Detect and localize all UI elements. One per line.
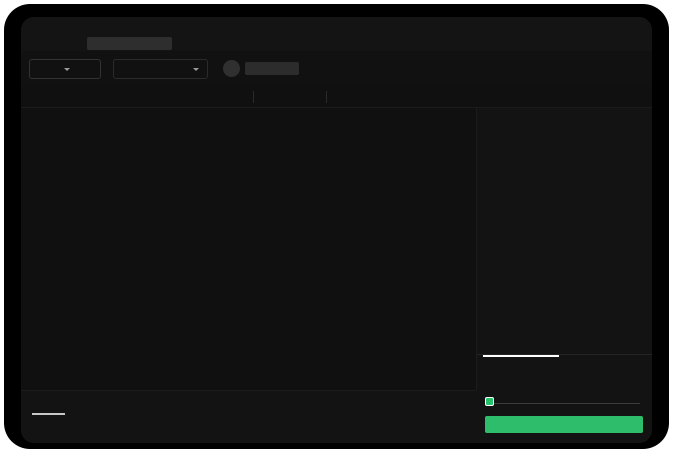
pair-avatar xyxy=(223,60,240,77)
toolbar-divider xyxy=(253,91,254,103)
device-frame xyxy=(4,4,669,449)
pair-last-price xyxy=(245,62,299,75)
trading-pair-selector[interactable] xyxy=(113,59,208,79)
market-type-selector[interactable] xyxy=(29,59,101,79)
active-tab-indicator xyxy=(483,355,559,357)
price-chart[interactable] xyxy=(21,108,476,390)
volume-series xyxy=(21,313,476,378)
chevron-down-icon xyxy=(193,68,199,71)
toolbar-divider xyxy=(326,91,327,103)
chart-toolbar xyxy=(21,86,652,108)
submit-order-button[interactable] xyxy=(485,416,643,433)
orders-active-tab-indicator xyxy=(32,413,65,415)
market-depth-overlay xyxy=(416,108,476,390)
top-navigation-bar xyxy=(21,17,652,51)
search-input[interactable] xyxy=(87,37,172,50)
app-screen xyxy=(21,17,652,443)
slider-handle[interactable] xyxy=(485,397,494,406)
candlestick-series xyxy=(21,108,476,308)
buy-sell-tabs xyxy=(477,354,652,390)
order-book-panel xyxy=(476,108,652,390)
order-entry-form xyxy=(476,390,652,443)
chevron-down-icon xyxy=(63,67,70,71)
orders-panel xyxy=(21,390,476,443)
amount-slider[interactable] xyxy=(488,403,640,404)
okx-logo[interactable] xyxy=(32,28,72,41)
market-sub-header xyxy=(21,51,652,86)
